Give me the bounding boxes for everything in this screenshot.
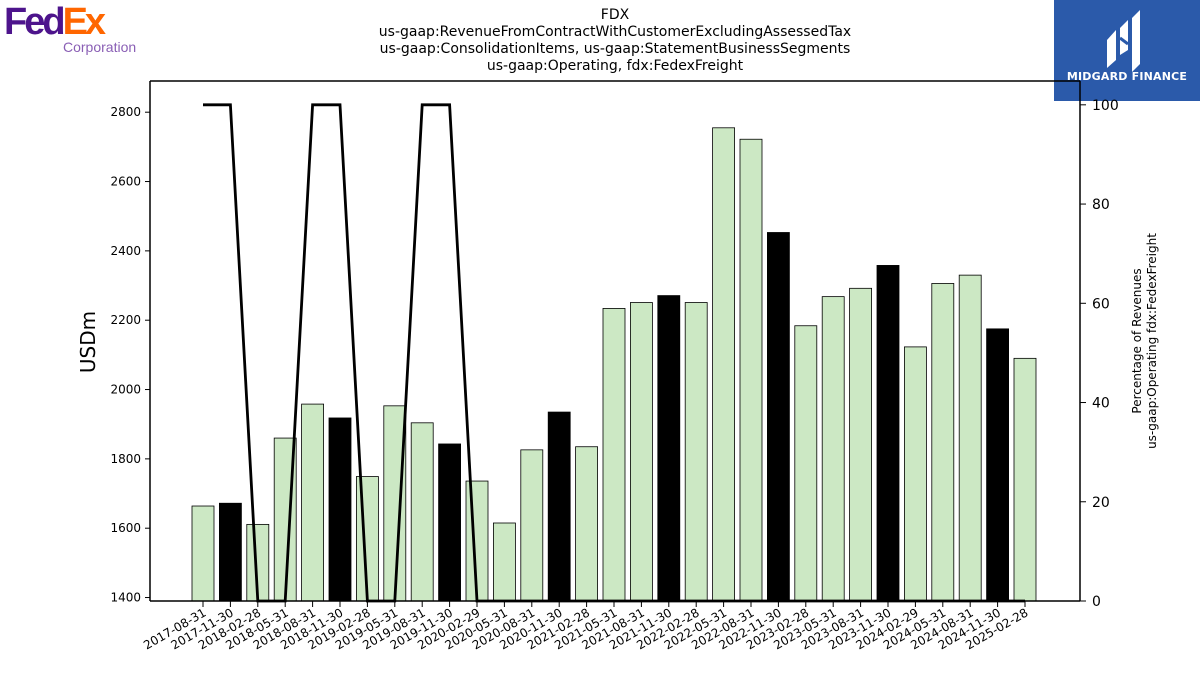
bar-2022-11-30 (767, 232, 790, 602)
bar-2024-02-29 (904, 346, 927, 602)
bar-2022-08-31 (739, 138, 763, 602)
y-tick-label: 2400 (110, 244, 141, 258)
y-tick-label: 1400 (110, 591, 141, 605)
bar-2023-08-31 (849, 287, 872, 602)
bar-2019-05-31 (383, 405, 407, 602)
bar-2025-02-28 (1013, 357, 1037, 602)
y2-axis-label-line1: Percentage of Revenues (1130, 268, 1144, 413)
midgard-finance-logo: MIDGARD FINANCE (1054, 0, 1200, 101)
midgard-logo-text: MIDGARD FINANCE (1066, 70, 1188, 83)
y-tick-label: 1800 (110, 452, 141, 466)
bar-2024-11-30 (986, 328, 1009, 602)
bar-2018-08-31 (301, 403, 325, 602)
y2-tick-label: 80 (1092, 197, 1110, 213)
title-line-axes: us-gaap:ConsolidationItems, us-gaap:Stat… (379, 41, 851, 57)
bar-2018-11-30 (328, 417, 352, 602)
bar-2017-11-30 (218, 502, 242, 602)
y-tick-label: 1600 (110, 521, 141, 535)
bar-2021-08-31 (630, 302, 653, 602)
bar-2023-11-30 (876, 265, 900, 602)
bar-2021-02-28 (575, 446, 598, 602)
bar-2021-11-30 (657, 295, 681, 602)
bar-2017-08-31 (191, 505, 215, 602)
midgard-logo-mark (1107, 10, 1140, 72)
y2-tick-label: 100 (1092, 98, 1119, 114)
y2-tick-label: 60 (1092, 296, 1110, 312)
bar-2022-02-28 (684, 302, 708, 602)
bar-2023-02-28 (794, 325, 818, 602)
axis-labels: USDm Percentage of Revenues us-gaap:Operat… (76, 233, 1159, 449)
bar-2020-08-31 (520, 449, 544, 602)
bar-2020-05-31 (492, 522, 516, 602)
bar-2021-05-31 (602, 308, 626, 602)
y2-tick-label: 0 (1092, 594, 1101, 610)
y2-tick-label: 40 (1092, 396, 1110, 412)
y-tick-label: 2600 (110, 175, 141, 189)
bar-2020-11-30 (547, 411, 571, 602)
y-axis-label: USDm (76, 311, 100, 373)
title-line-members: us-gaap:Operating, fdx:FedexFreight (486, 58, 744, 74)
bar-2023-05-31 (821, 296, 845, 602)
y2-axis-label-line2: us-gaap:Operating fdx:FedexFreight (1145, 233, 1159, 449)
y2-tick-label: 20 (1092, 495, 1110, 511)
fedex-wordmark: FedEx (4, 1, 106, 43)
title-line-ticker: FDX (600, 7, 630, 23)
y-tick-label: 2200 (110, 313, 141, 327)
fedex-logo: FedEx Corporation (4, 2, 144, 56)
bars (191, 127, 1037, 602)
title-line-concept: us-gaap:RevenueFromContractWithCustomerE… (378, 24, 852, 40)
fedex-logo-subtitle: Corporation (63, 39, 137, 55)
bar-2019-08-31 (410, 422, 434, 602)
bar-2024-08-31 (958, 274, 982, 602)
bar-2019-11-30 (438, 443, 462, 602)
y-tick-label: 2000 (110, 383, 141, 397)
y-tick-label: 2800 (110, 105, 141, 119)
bar-2024-05-31 (931, 283, 955, 602)
bar-2022-05-31 (712, 127, 735, 602)
chart-title: FDX us-gaap:RevenueFromContractWithCusto… (300, 7, 930, 75)
